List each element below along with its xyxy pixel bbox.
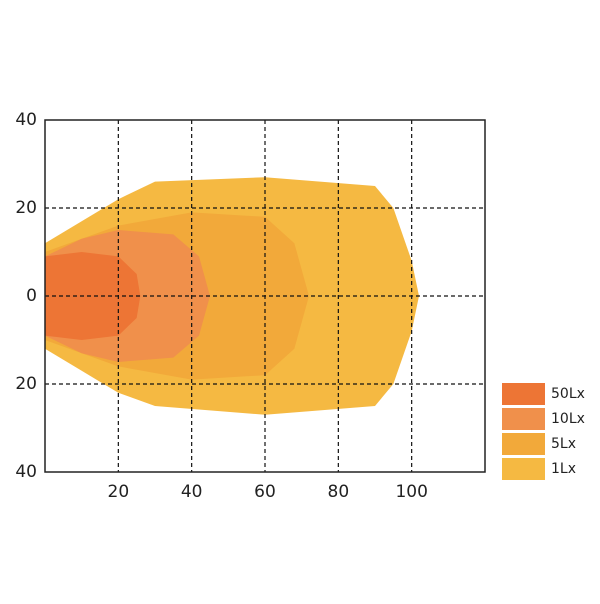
plot-border	[44, 119, 486, 473]
legend-swatch	[502, 408, 545, 430]
x-tick-label: 40	[181, 482, 203, 502]
legend-label: 50Lx	[551, 386, 585, 402]
x-tick-label: 80	[328, 482, 350, 502]
y-tick-label: 20	[15, 198, 37, 218]
x-tick-label: 20	[108, 482, 130, 502]
y-tick-label: 40	[15, 110, 37, 130]
x-tick-label: 60	[254, 482, 276, 502]
x-tick-label: 100	[395, 482, 427, 502]
y-tick-label: 20	[15, 374, 37, 394]
legend-label: 5Lx	[551, 436, 576, 452]
y-tick-label: 40	[15, 462, 37, 482]
legend-swatch	[502, 458, 545, 480]
legend-swatch	[502, 433, 545, 455]
legend-label: 10Lx	[551, 411, 585, 427]
y-tick-label: 0	[26, 286, 37, 306]
legend-label: 1Lx	[551, 461, 576, 477]
legend-swatch	[502, 383, 545, 405]
isolux-area	[45, 252, 141, 340]
